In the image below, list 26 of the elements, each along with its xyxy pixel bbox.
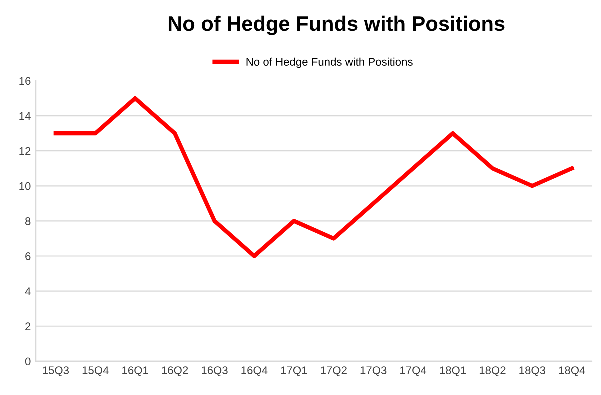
y-tick-label: 12: [20, 147, 31, 156]
y-tick-label: 2: [26, 322, 31, 330]
x-tick-label: 17Q4: [400, 366, 427, 376]
x-tick-label: 15Q4: [82, 366, 109, 376]
x-tick-label: 18Q1: [440, 366, 466, 376]
x-tick-label: 16Q4: [242, 366, 268, 376]
x-tick-label: 16Q3: [202, 366, 228, 376]
x-tick-label: 17Q2: [321, 366, 347, 376]
x-tick-label: 16Q2: [162, 366, 188, 376]
y-tick-label: 0: [25, 358, 31, 366]
x-tick-label: 17Q1: [281, 366, 308, 376]
x-tick-label: 18Q3: [520, 366, 546, 376]
legend-label: No of Hedge Funds with Positions: [246, 58, 413, 68]
x-tick-label: 18Q2: [480, 366, 506, 376]
y-tick-label: 14: [20, 112, 31, 120]
chart-title: No of Hedge Funds with Positions: [168, 16, 505, 36]
y-tick-label: 10: [20, 182, 31, 190]
y-tick-label: 8: [26, 217, 31, 226]
x-tick-label: 18Q4: [559, 366, 586, 376]
x-tick-label: 16Q1: [122, 366, 148, 376]
y-tick-label: 4: [25, 288, 31, 296]
x-tick-label: 17Q3: [360, 366, 387, 376]
line-series: [54, 96, 574, 258]
x-tick-label: 15Q3: [43, 366, 70, 376]
y-tick-label: 16: [20, 77, 31, 86]
y-tick-label: 6: [26, 252, 31, 260]
